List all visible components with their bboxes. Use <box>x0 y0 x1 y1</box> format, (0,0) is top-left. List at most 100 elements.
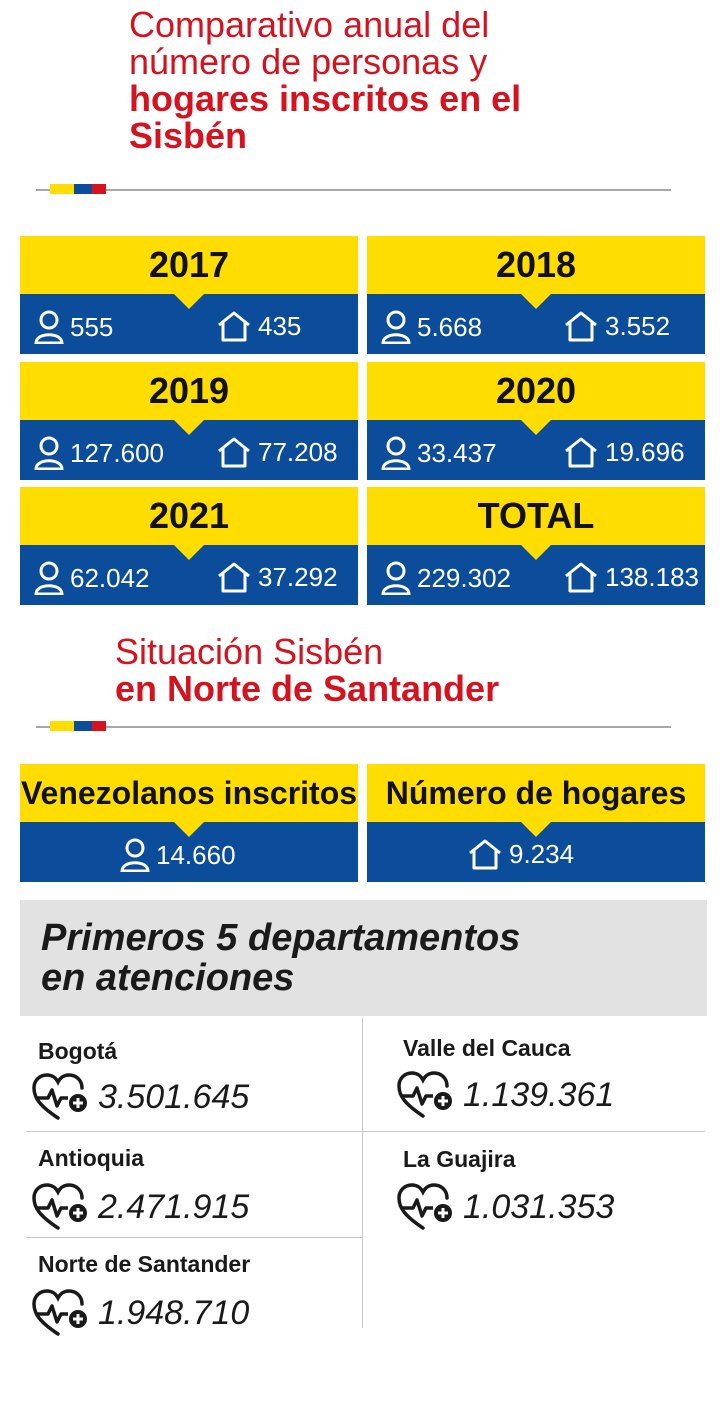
department-name: La Guajira <box>403 1146 516 1172</box>
personas-value: 555 <box>70 311 114 342</box>
venezolanos-card: Venezolanos inscritos 14.660 <box>20 764 358 882</box>
section2-line-2: en Norte de Santander <box>115 668 500 709</box>
house-icon <box>565 562 597 593</box>
title-line-3: hogares inscritos en el <box>129 78 522 119</box>
main-title: Comparativo anual del número de personas… <box>129 6 709 154</box>
colombia-flag-marker <box>50 721 106 731</box>
card-notch <box>174 822 204 837</box>
hogares-value: 3.552 <box>605 310 671 341</box>
card-notch <box>174 420 204 435</box>
departments-title-line-2: en atenciones <box>41 957 295 999</box>
department-value: 1.139.361 <box>463 1075 615 1114</box>
house-icon <box>565 311 597 342</box>
section2-line-1: Situación Sisbén <box>115 631 384 672</box>
year-label: TOTAL <box>367 487 705 545</box>
department-value-row: 1.139.361 <box>395 1070 614 1120</box>
house-icon <box>218 562 250 593</box>
person-icon <box>34 436 64 470</box>
person-icon <box>381 436 411 470</box>
title-line-2: número de personas y <box>129 41 488 82</box>
hogares-stat: 37.292 <box>216 561 338 593</box>
hogares-stat: 435 <box>216 310 301 342</box>
heart-pulse-plus-icon <box>397 1071 452 1118</box>
department-value-row: 1.031.353 <box>395 1182 614 1232</box>
heart-pulse-plus-icon <box>32 1183 87 1230</box>
card-notch <box>521 545 551 560</box>
person-icon <box>34 561 64 595</box>
department-value-row: 2.471.915 <box>30 1182 249 1232</box>
departments-row-divider <box>26 1237 362 1238</box>
department-name: Bogotá <box>38 1038 118 1064</box>
section2-divider <box>36 726 671 728</box>
card-notch <box>521 294 551 309</box>
hogares-value: 138.183 <box>605 561 699 592</box>
numero-hogares-card: Número de hogares 9.234 <box>367 764 705 882</box>
house-icon <box>565 437 597 468</box>
hogares-value: 37.292 <box>258 561 338 592</box>
hogares-value: 19.696 <box>605 436 685 467</box>
department-value: 1.031.353 <box>463 1187 615 1226</box>
department-value: 3.501.645 <box>98 1077 250 1116</box>
year-card-2019: 2019 127.600 77.208 <box>20 362 358 480</box>
person-icon <box>381 561 411 595</box>
house-icon <box>469 839 501 870</box>
departments-title: Primeros 5 departamentos en atenciones <box>41 918 520 998</box>
department-name: Valle del Cauca <box>403 1035 571 1061</box>
heart-pulse-plus-icon <box>32 1289 87 1336</box>
personas-value: 62.042 <box>70 562 150 593</box>
title-divider <box>36 189 671 191</box>
heart-pulse-plus-icon <box>397 1183 452 1230</box>
year-label: 2018 <box>367 236 705 294</box>
venezolanos-value: 14.660 <box>156 839 236 870</box>
personas-value: 33.437 <box>417 437 497 468</box>
person-icon <box>381 310 411 344</box>
personas-stat: 5.668 <box>381 310 482 344</box>
personas-value: 229.302 <box>417 562 511 593</box>
title-line-1: Comparativo anual del <box>129 4 490 45</box>
personas-stat: 229.302 <box>381 561 511 595</box>
personas-stat: 555 <box>34 310 113 344</box>
personas-value: 5.668 <box>417 311 483 342</box>
year-label: 2019 <box>20 362 358 420</box>
heart-pulse-plus-icon <box>32 1073 87 1120</box>
venezolanos-stat: 14.660 <box>120 838 236 872</box>
department-value: 2.471.915 <box>98 1187 250 1226</box>
numero-hogares-stat: 9.234 <box>467 838 574 870</box>
section-title-situacion: Situación Sisbén en Norte de Santander <box>115 633 705 707</box>
year-card-2021: 2021 62.042 37.292 <box>20 487 358 605</box>
year-card-2020: 2020 33.437 19.696 <box>367 362 705 480</box>
colombia-flag-marker <box>50 184 106 194</box>
department-value-row: 1.948.710 <box>30 1288 249 1338</box>
year-card-total: TOTAL 229.302 138.183 <box>367 487 705 605</box>
personas-stat: 127.600 <box>34 436 164 470</box>
department-name: Antioquia <box>38 1145 145 1171</box>
numero-hogares-value: 9.234 <box>509 838 575 869</box>
hogares-value: 435 <box>258 310 302 341</box>
year-card-2017: 2017 555 435 <box>20 236 358 354</box>
house-icon <box>218 437 250 468</box>
hogares-value: 77.208 <box>258 436 338 467</box>
personas-stat: 62.042 <box>34 561 150 595</box>
departments-row-divider <box>363 1131 705 1132</box>
venezolanos-label: Venezolanos inscritos <box>20 764 358 822</box>
departments-column-divider <box>362 1018 363 1328</box>
card-notch <box>521 420 551 435</box>
card-notch <box>174 545 204 560</box>
house-icon <box>218 311 250 342</box>
hogares-stat: 3.552 <box>563 310 670 342</box>
title-line-4: Sisbén <box>129 115 248 156</box>
hogares-stat: 77.208 <box>216 436 338 468</box>
card-notch <box>174 294 204 309</box>
department-name: Norte de Santander <box>38 1251 251 1277</box>
departments-header: Primeros 5 departamentos en atenciones <box>20 900 707 1016</box>
personas-value: 127.600 <box>70 437 164 468</box>
department-value-row: 3.501.645 <box>30 1072 249 1122</box>
person-icon <box>120 838 150 872</box>
departments-row-divider <box>26 1131 362 1132</box>
card-notch <box>521 822 551 837</box>
numero-hogares-label: Número de hogares <box>367 764 705 822</box>
year-label: 2017 <box>20 236 358 294</box>
hogares-stat: 138.183 <box>563 561 699 593</box>
departments-title-line-1: Primeros 5 departamentos <box>41 917 521 959</box>
year-label: 2021 <box>20 487 358 545</box>
